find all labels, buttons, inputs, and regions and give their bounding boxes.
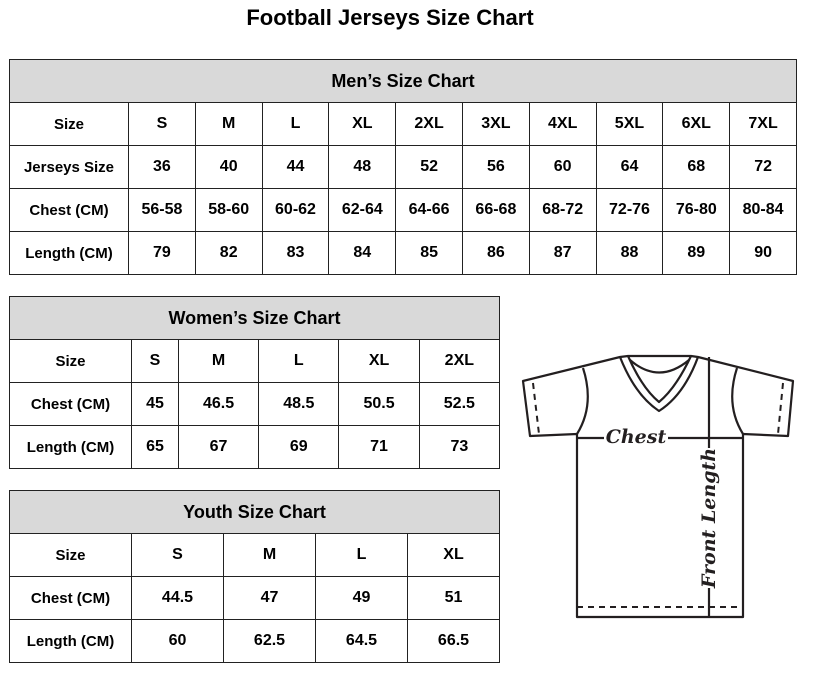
v-neck-inner bbox=[626, 355, 692, 404]
table-cell: L bbox=[261, 102, 330, 146]
collar-inner bbox=[629, 359, 690, 374]
table-row: Length (CM) 60 62.5 64.5 66.5 bbox=[9, 619, 500, 663]
table-row: Length (CM) 79 82 83 84 85 86 87 88 89 90 bbox=[9, 231, 797, 275]
table-cell: 64 bbox=[595, 145, 664, 189]
mens-size-table: Men’s Size Chart Size S M L XL 2XL 3XL 4XL 5XL 6XL… bbox=[9, 59, 797, 275]
table-cell: 48 bbox=[328, 145, 397, 189]
table-cell: XL bbox=[407, 533, 500, 577]
table-cell: M bbox=[223, 533, 316, 577]
row-label: Length (CM) bbox=[9, 619, 132, 663]
table-cell: 68 bbox=[662, 145, 731, 189]
table-cell: 51 bbox=[407, 576, 500, 620]
table-cell: 67 bbox=[177, 425, 260, 469]
table-cell: 48.5 bbox=[258, 382, 340, 426]
table-cell: 60 bbox=[528, 145, 597, 189]
table-cell: 73 bbox=[418, 425, 501, 469]
table-row: Chest (CM) 45 46.5 48.5 50.5 52.5 bbox=[9, 382, 501, 426]
table-cell: 86 bbox=[461, 231, 530, 275]
men-table-title: Men’s Size Chart bbox=[9, 59, 797, 103]
table-cell: 58-60 bbox=[194, 188, 263, 232]
table-cell: 82 bbox=[194, 231, 263, 275]
table-cell: 89 bbox=[662, 231, 731, 275]
table-cell: 64.5 bbox=[315, 619, 408, 663]
table-cell: 50.5 bbox=[338, 382, 420, 426]
womens-size-table: Women’s Size Chart Size S M L XL 2XL Chest (CM)… bbox=[9, 296, 501, 469]
table-cell: 85 bbox=[395, 231, 463, 275]
page-title: Football Jerseys Size Chart bbox=[246, 5, 534, 30]
jersey-outline bbox=[521, 354, 795, 619]
row-label: Jerseys Size bbox=[9, 145, 129, 189]
table-cell: 71 bbox=[338, 425, 420, 469]
chest-label: Chest bbox=[606, 426, 667, 448]
table-cell: 60-62 bbox=[261, 188, 330, 232]
table-cell: 65 bbox=[131, 425, 179, 469]
table-row: Size S M L XL 2XL 3XL 4XL 5XL 6XL 7XL bbox=[9, 102, 797, 146]
table-cell: 40 bbox=[194, 145, 263, 189]
table-cell: 88 bbox=[595, 231, 664, 275]
table-cell: 5XL bbox=[595, 102, 664, 146]
table-cell: M bbox=[177, 339, 260, 383]
women-table-title: Women’s Size Chart bbox=[9, 296, 500, 340]
table-cell: 69 bbox=[258, 425, 340, 469]
table-cell: 79 bbox=[128, 231, 196, 275]
table-cell: S bbox=[131, 533, 224, 577]
table-row: Size S M L XL bbox=[9, 533, 500, 577]
table-cell: 44 bbox=[261, 145, 330, 189]
row-label: Chest (CM) bbox=[9, 382, 132, 426]
row-label: Chest (CM) bbox=[9, 576, 132, 620]
row-label: Length (CM) bbox=[9, 231, 129, 275]
table-cell: 62-64 bbox=[328, 188, 397, 232]
table-cell: S bbox=[128, 102, 196, 146]
table-cell: 36 bbox=[128, 145, 196, 189]
v-neck-outer bbox=[618, 356, 700, 413]
right-armhole bbox=[731, 367, 744, 435]
left-armhole bbox=[576, 367, 589, 435]
table-cell: XL bbox=[328, 102, 397, 146]
table-cell: 80-84 bbox=[729, 188, 797, 232]
table-cell: 46.5 bbox=[177, 382, 260, 426]
youth-table-title: Youth Size Chart bbox=[9, 490, 500, 534]
table-cell: M bbox=[194, 102, 263, 146]
table-cell: 72 bbox=[729, 145, 797, 189]
table-cell: 64-66 bbox=[395, 188, 463, 232]
table-row: Length (CM) 65 67 69 71 73 bbox=[9, 425, 501, 469]
row-label: Size bbox=[9, 339, 132, 383]
table-cell: 2XL bbox=[395, 102, 463, 146]
table-cell: 84 bbox=[328, 231, 397, 275]
table-row: Chest (CM) 56-58 58-60 60-62 62-64 64-66 66-68… bbox=[9, 188, 797, 232]
table-cell: 90 bbox=[729, 231, 797, 275]
table-cell: 66.5 bbox=[407, 619, 500, 663]
table-cell: 52 bbox=[395, 145, 463, 189]
row-label: Size bbox=[9, 533, 132, 577]
front-length-label: Front Length bbox=[698, 448, 720, 589]
youth-size-table: Youth Size Chart Size S M L XL Chest (CM) 44.5 4… bbox=[9, 490, 500, 663]
table-cell: 52.5 bbox=[418, 382, 501, 426]
table-cell: 62.5 bbox=[223, 619, 316, 663]
row-label: Length (CM) bbox=[9, 425, 132, 469]
table-row: Jerseys Size 36 40 44 48 52 56 60 64 68 72 bbox=[9, 145, 797, 189]
